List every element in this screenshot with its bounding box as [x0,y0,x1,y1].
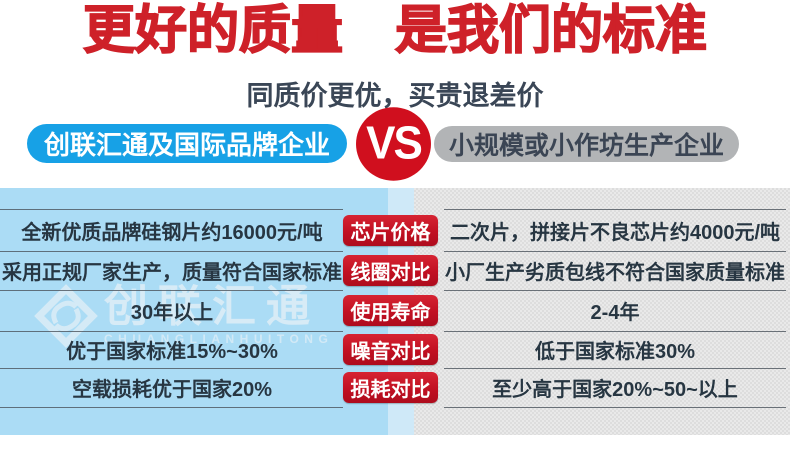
competitor-value-cell: 2-4年 [590,302,640,324]
competitor-pill: 小规模或小作坊生产企业 [434,126,739,162]
divider-line [0,331,343,332]
vs-text: VS [366,117,423,170]
divider-line [0,209,343,210]
page-title: 更好的质量 是我们的标准 [82,1,708,61]
our-value-cell: 优于国家标准15%~30% [66,341,278,363]
divider-line [444,290,786,291]
competitor-label: 小规模或小作坊生产企业 [448,132,724,160]
divider-line [444,331,786,332]
divider-line [444,407,786,408]
row-label-chip-price: 芯片价格 [343,215,438,246]
row-label-loss: 损耗对比 [343,372,438,403]
divider-line [0,368,343,369]
vs-badge: VS [356,107,431,181]
row-label-noise: 噪音对比 [343,334,438,365]
competitor-value-cell: 小厂生产劣质包线不符合国家质量标准 [445,262,785,284]
row-label-lifespan: 使用寿命 [343,295,438,326]
our-brand-pill: 创联汇通及国际品牌企业 [27,124,347,163]
row-label-coil: 线圈对比 [343,255,438,286]
divider-line [0,290,343,291]
comparison-table: 创联汇通 CHUANGLIANHUITONG 全新优质品牌硅钢片约16000元/… [0,188,790,435]
competitor-value-cell: 至少高于国家20%~50~以上 [492,379,738,401]
divider-line [444,368,786,369]
our-value-cell: 采用正规厂家生产，质量符合国家标准 [2,262,342,284]
divider-line [0,251,343,252]
our-value-cell: 全新优质品牌硅钢片约16000元/吨 [21,221,323,244]
our-value-cell: 空载损耗优于国家20% [71,379,273,401]
divider-line [444,251,786,252]
competitor-value-cell: 低于国家标准30% [534,341,696,363]
competitor-value-cell: 二次片，拼接片不良芯片约4000元/吨 [449,221,781,244]
competitor-column-background [390,188,790,435]
our-brand-label: 创联汇通及国际品牌企业 [43,130,330,160]
page-subtitle: 同质价更优，买贵退差价 [246,81,544,111]
divider-line [444,209,786,210]
divider-line [0,407,343,408]
our-value-cell: 30年以上 [130,302,214,324]
